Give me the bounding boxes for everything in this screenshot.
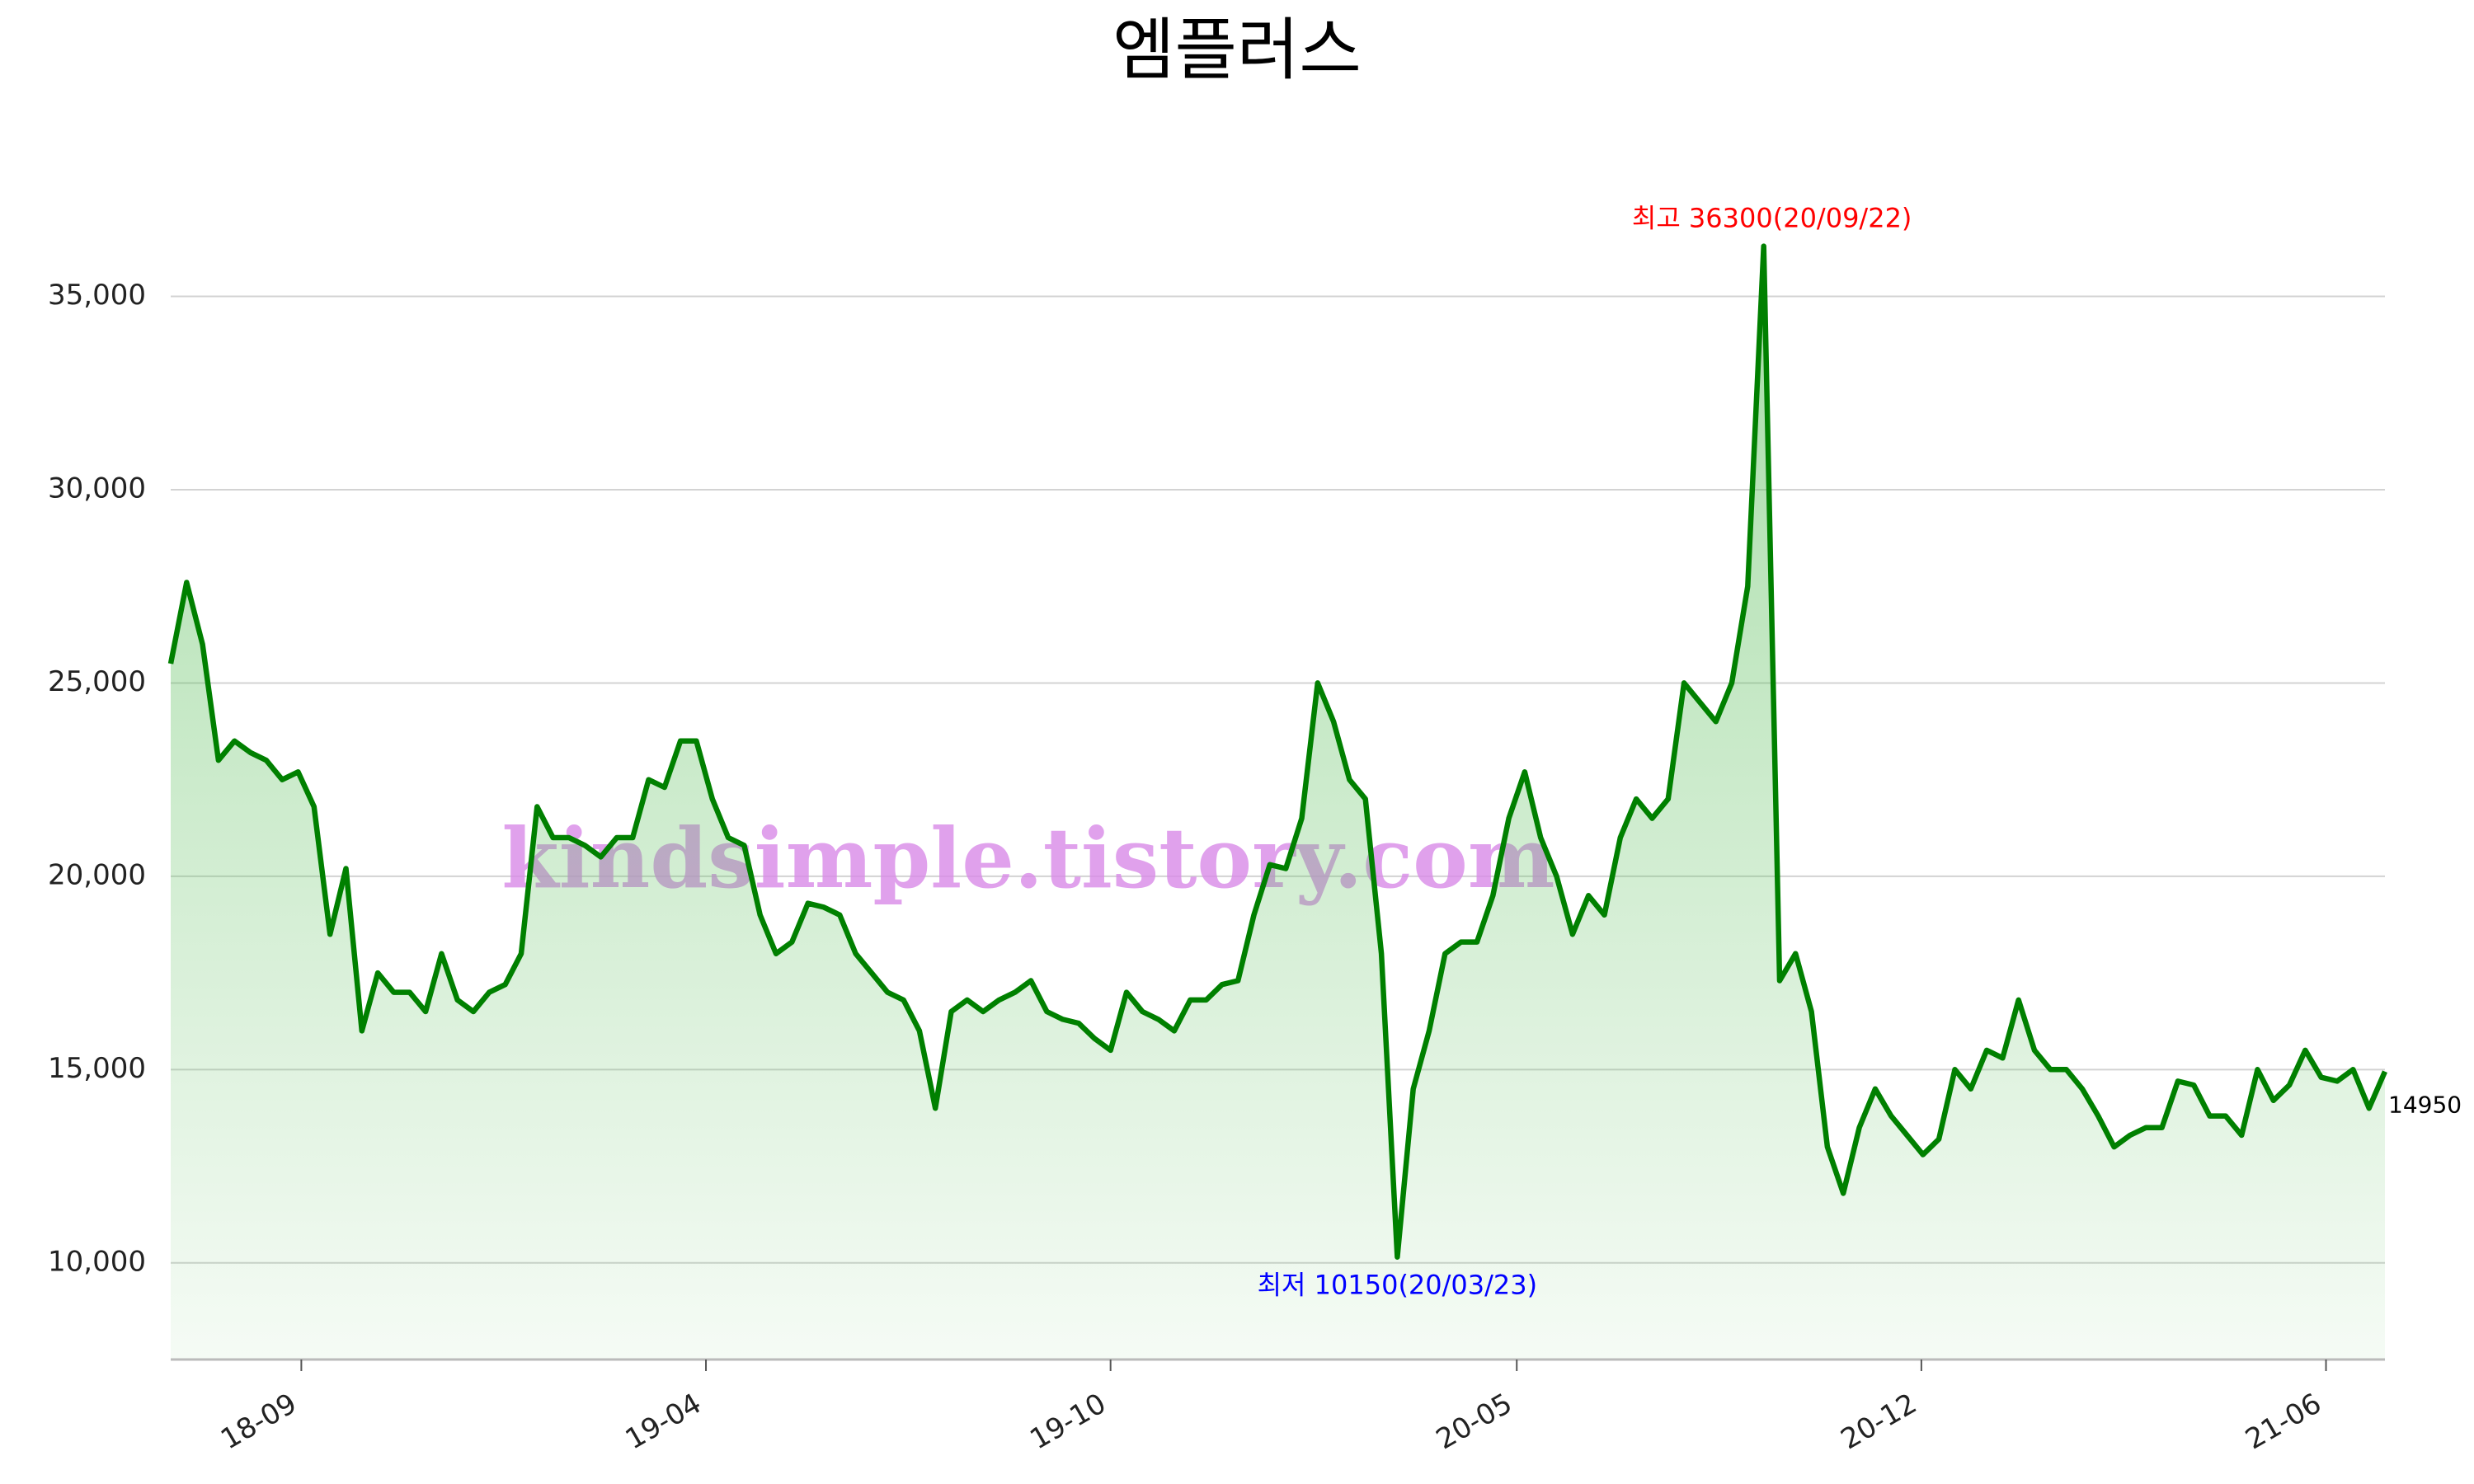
x-tick-label: 19-10: [1024, 1387, 1112, 1456]
y-tick-label: 20,000: [48, 858, 146, 891]
area: [171, 246, 2385, 1360]
x-tick-label: 18-09: [215, 1387, 303, 1456]
y-tick-label: 10,000: [48, 1245, 146, 1278]
y-tick-label: 30,000: [48, 472, 146, 505]
low-annotation: 최저 10150(20/03/23): [1258, 1270, 1538, 1301]
x-tick-label: 19-04: [620, 1387, 708, 1456]
y-tick-label: 25,000: [48, 665, 146, 698]
y-tick-label: 15,000: [48, 1052, 146, 1085]
last-value-label: 14950: [2388, 1092, 2462, 1119]
x-tick-label: 20-05: [1431, 1387, 1518, 1456]
price-line: [167, 243, 2387, 1260]
high-annotation: 최고 36300(20/09/22): [1632, 203, 1912, 234]
y-tick-label: 35,000: [48, 279, 146, 312]
chart-title: 엠플러스: [1112, 11, 1362, 89]
x-tick-label: 21-06: [2240, 1387, 2327, 1456]
x-tick-label: 20-12: [1836, 1387, 1923, 1456]
